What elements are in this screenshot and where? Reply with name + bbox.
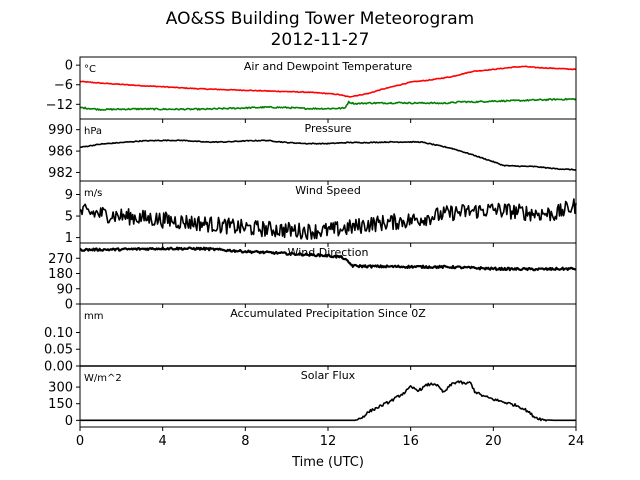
figure-subtitle: 2012-11-27	[271, 30, 370, 50]
solar-flux-unit-label: W/m^2	[84, 373, 122, 384]
wind-speed-unit-label: m/s	[84, 188, 102, 199]
wind-speed-y-tick-label: 5	[65, 210, 73, 225]
wind-direction-y-tick-label: 180	[48, 267, 73, 282]
wind-direction-y-tick-label: 270	[48, 252, 73, 267]
panel-wind-speed: 9 5 1 Wind Speed m/s	[65, 180, 577, 247]
solar-flux-panel-title: Solar Flux	[301, 369, 356, 382]
solar-flux-y-tick-label: 300	[48, 381, 73, 396]
precipitation-panel-title: Accumulated Precipitation Since 0Z	[230, 307, 426, 320]
x-tick-label: 8	[241, 434, 249, 449]
temperature-series-1-line	[79, 97, 577, 111]
x-tick-label: 12	[320, 434, 337, 449]
x-axis: 0 4 8 12 16 20 24	[76, 434, 584, 449]
wind-speed-panel-title: Wind Speed	[295, 184, 361, 197]
figure-title: AO&SS Building Tower Meteorogram	[166, 9, 474, 29]
temperature-panel-title: Air and Dewpoint Temperature	[244, 60, 412, 73]
precipitation-y-tick-label: 0.00	[44, 360, 73, 375]
precipitation-unit-label: mm	[84, 311, 103, 322]
temperature-unit-label: °C	[84, 64, 96, 75]
wind-speed-y-tick-label: 1	[65, 231, 73, 246]
pressure-y-tick-label: 982	[48, 166, 73, 181]
solar-flux-series-0-line	[80, 380, 576, 422]
pressure-y-tick-label: 986	[48, 145, 73, 160]
wind-direction-panel-title: Wind Direction	[288, 246, 369, 259]
pressure-panel-title: Pressure	[305, 122, 352, 135]
temperature-y-tick-label: −6	[54, 78, 73, 93]
temperature-y-tick-label: 0	[65, 59, 73, 74]
wind-direction-series-0-line	[79, 246, 577, 272]
temperature-y-tick-label: −12	[46, 98, 73, 113]
panel-precipitation: 0.10 0.05 0.00 Accumulated Precipitation Si…	[44, 303, 577, 375]
wind-speed-series-0-line	[79, 198, 577, 240]
wind-direction-y-tick-label: 0	[65, 298, 73, 313]
panel-pressure: 990 986 982 Pressure hPa	[48, 118, 577, 185]
x-tick-label: 24	[568, 434, 585, 449]
solar-flux-y-tick-label: 0	[65, 414, 73, 429]
x-tick-label: 4	[159, 434, 167, 449]
pressure-unit-label: hPa	[84, 126, 102, 137]
precipitation-y-tick-label: 0.10	[44, 326, 73, 341]
precipitation-y-tick-label: 0.05	[44, 343, 73, 358]
wind-speed-y-tick-label: 9	[65, 188, 73, 203]
solar-flux-y-tick-label: 150	[48, 397, 73, 412]
panel-temperature: 0 −6 −12 Air and Dewpoint Temperature °C	[46, 56, 577, 123]
pressure-series-0-line	[80, 139, 577, 171]
pressure-y-tick-label: 990	[48, 123, 73, 138]
x-tick-label: 20	[485, 434, 502, 449]
x-tick-label: 16	[402, 434, 419, 449]
wind-direction-y-tick-label: 90	[56, 282, 73, 297]
x-axis-label: Time (UTC)	[291, 455, 364, 470]
x-tick-label: 0	[76, 434, 84, 449]
temperature-series-0-line	[79, 65, 577, 98]
